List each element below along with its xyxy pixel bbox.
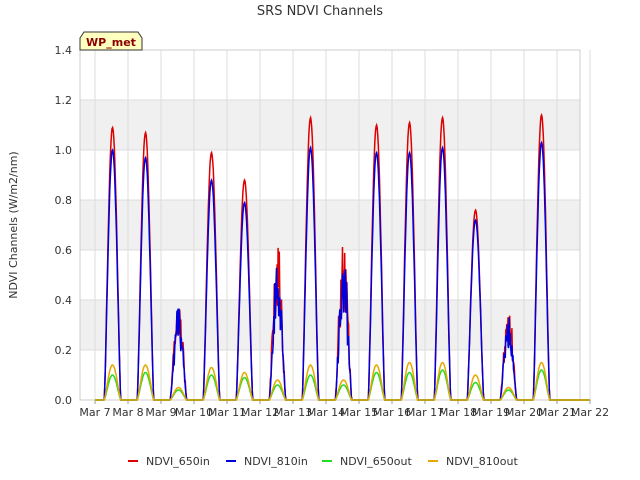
y-axis-ticks: 0.0 0.2 0.4 0.6 0.8 1.0 1.2 1.4 [55, 44, 73, 407]
x-tick-label: Mar 9 [145, 406, 176, 419]
y-tick-label: 0.4 [55, 294, 73, 307]
x-tick-label: Mar 16 [373, 406, 411, 419]
x-tick-label: Mar 20 [505, 406, 543, 419]
plot-bands [80, 100, 580, 350]
y-tick-label: 0.8 [55, 194, 73, 207]
plot-band [80, 300, 580, 350]
legend-label: NDVI_810in [244, 455, 308, 468]
x-tick-label: Mar 7 [79, 406, 110, 419]
y-tick-label: 1.2 [55, 94, 73, 107]
series-lines [95, 112, 590, 401]
x-tick-label: Mar 15 [340, 406, 378, 419]
x-tick-label: Mar 17 [406, 406, 444, 419]
plot-band [80, 100, 580, 150]
x-tick-label: Mar 19 [472, 406, 510, 419]
y-tick-label: 1.0 [55, 144, 73, 157]
legend-label: NDVI_650out [340, 455, 412, 468]
x-tick-label: Mar 22 [571, 406, 609, 419]
legend: NDVI_650in NDVI_810in NDVI_650out NDVI_810o… [128, 455, 518, 468]
y-tick-label: 1.4 [55, 44, 73, 57]
x-tick-label: Mar 18 [439, 406, 477, 419]
x-tick-label: Mar 10 [175, 406, 213, 419]
chart-title: SRS NDVI Channels [257, 4, 383, 19]
y-tick-label: 0.2 [55, 344, 73, 357]
y-axis-label: NDVI Channels (W/m2/nm) [7, 151, 20, 298]
site-badge: WP_met [79, 31, 143, 51]
series-line-ndvi_650out [95, 369, 590, 401]
series-line-ndvi_810in [95, 140, 590, 401]
site-badge-shape [79, 31, 143, 51]
x-tick-label: Mar 11 [208, 406, 246, 419]
series-line-ndvi_810out [95, 361, 590, 401]
x-tick-label: Mar 21 [538, 406, 576, 419]
site-badge-label: WP_met [86, 36, 136, 49]
legend-label: NDVI_810out [446, 455, 518, 468]
legend-label: NDVI_650in [146, 455, 210, 468]
y-tick-label: 0.6 [55, 244, 73, 257]
x-tick-label: Mar 14 [307, 406, 345, 419]
y-tick-label: 0.0 [55, 394, 73, 407]
x-tick-label: Mar 8 [112, 406, 143, 419]
x-tick-label: Mar 12 [241, 406, 279, 419]
plot-band [80, 200, 580, 250]
x-tick-label: Mar 13 [274, 406, 312, 419]
